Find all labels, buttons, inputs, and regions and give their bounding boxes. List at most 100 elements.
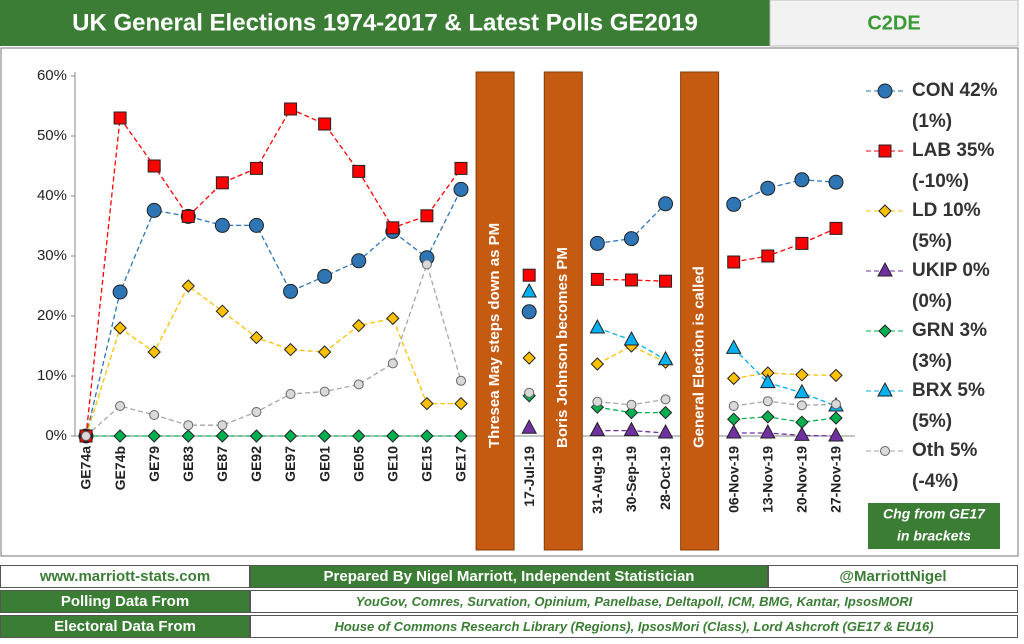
annotation-bar <box>543 71 583 551</box>
legend-note: (-10%) <box>912 171 969 192</box>
point <box>589 421 606 437</box>
point <box>251 407 262 417</box>
point <box>456 375 466 386</box>
point <box>623 421 640 437</box>
annotation-bar <box>475 71 515 551</box>
point <box>283 283 299 299</box>
y-tick-label: 0% <box>45 427 67 444</box>
footer-row: Electoral Data From House of Commons Res… <box>0 615 1018 638</box>
point <box>181 209 195 223</box>
legend-marker <box>877 83 893 99</box>
chart: UK General Elections 1974-2017 & Latest … <box>0 0 1019 557</box>
x-tick-label: 28-Oct-19 <box>657 446 673 510</box>
point <box>249 161 263 175</box>
point <box>726 196 742 212</box>
x-tick-label: 30-Sep-19 <box>623 446 639 512</box>
legend-note: (1%) <box>912 111 952 132</box>
point <box>727 371 741 386</box>
point <box>657 350 674 366</box>
x-tick-label: GE74b <box>112 446 128 490</box>
x-tick-label: 31-Aug-19 <box>589 446 605 514</box>
point <box>624 405 639 420</box>
point <box>590 272 604 286</box>
x-tick-label: GE92 <box>248 446 264 482</box>
note-box <box>868 503 1000 549</box>
point <box>387 358 398 369</box>
y-tick-label: 60% <box>37 67 67 84</box>
point <box>795 415 809 429</box>
annotation-bar <box>680 71 720 551</box>
legend-label: GRN 3% <box>912 320 987 341</box>
legend-label: BRX 5% <box>912 380 985 401</box>
point <box>115 401 126 411</box>
legend-label: LAB 35% <box>912 140 994 161</box>
point <box>658 405 673 420</box>
point <box>386 221 400 235</box>
series-line <box>85 285 837 437</box>
legend-note: (5%) <box>912 231 952 252</box>
point <box>759 373 776 389</box>
x-tick-label: GE97 <box>282 446 298 482</box>
x-tick-label: GE15 <box>419 446 435 482</box>
point <box>215 304 230 318</box>
x-tick-label: GE83 <box>180 446 196 482</box>
point <box>420 396 434 411</box>
y-tick-label: 40% <box>37 187 67 204</box>
x-tick-label: GE05 <box>350 446 366 482</box>
point <box>795 236 809 250</box>
x-tick-label: 27-Nov-19 <box>828 446 844 513</box>
point <box>454 396 468 411</box>
legend-label: UKIP 0% <box>912 260 990 281</box>
point <box>521 419 538 434</box>
point <box>522 351 536 365</box>
point <box>524 387 535 398</box>
point <box>521 304 537 320</box>
point <box>81 431 91 441</box>
point <box>626 399 637 410</box>
point <box>762 396 773 407</box>
point <box>386 429 400 443</box>
x-tick-label: 17-Jul-19 <box>521 446 537 507</box>
point <box>215 176 229 190</box>
point <box>183 420 194 431</box>
point <box>794 426 810 441</box>
point <box>149 410 160 420</box>
point <box>623 231 639 247</box>
footer-row: Polling Data From YouGov, Comres, Survat… <box>0 590 1018 613</box>
point <box>623 330 640 346</box>
source: YouGov, Comres, Survation, Opinium, Pane… <box>250 590 1018 613</box>
point <box>725 339 742 354</box>
point <box>660 394 671 405</box>
y-tick-label: 10% <box>37 367 67 384</box>
x-tick-label: 13-Nov-19 <box>760 446 776 513</box>
point <box>386 311 400 326</box>
point <box>249 429 264 443</box>
point <box>794 383 810 399</box>
point <box>728 401 739 411</box>
point <box>725 423 742 439</box>
prepared-by: Prepared By Nigel Marriott, Independent … <box>250 565 768 588</box>
point <box>658 196 674 212</box>
legend-marker <box>880 446 890 456</box>
y-tick-label: 50% <box>37 127 67 144</box>
legend-label: LD 10% <box>912 200 981 221</box>
point <box>589 318 606 334</box>
point <box>624 273 638 287</box>
point <box>829 411 843 425</box>
point <box>181 429 195 443</box>
y-tick-label: 20% <box>37 307 67 324</box>
legend-marker <box>878 144 892 158</box>
legend-label: CON 42% <box>912 80 998 101</box>
x-tick-label: GE74a <box>78 446 94 490</box>
point <box>829 368 843 383</box>
point <box>796 400 807 411</box>
point <box>795 368 809 382</box>
chart-subtitle: C2DE <box>867 12 920 34</box>
point <box>147 345 161 359</box>
legend-marker <box>877 261 893 277</box>
source-label: Polling Data From <box>0 590 250 613</box>
point <box>113 429 127 443</box>
legend-note: (3%) <box>912 351 952 372</box>
point <box>828 174 844 190</box>
x-tick-label: 20-Nov-19 <box>794 446 810 513</box>
